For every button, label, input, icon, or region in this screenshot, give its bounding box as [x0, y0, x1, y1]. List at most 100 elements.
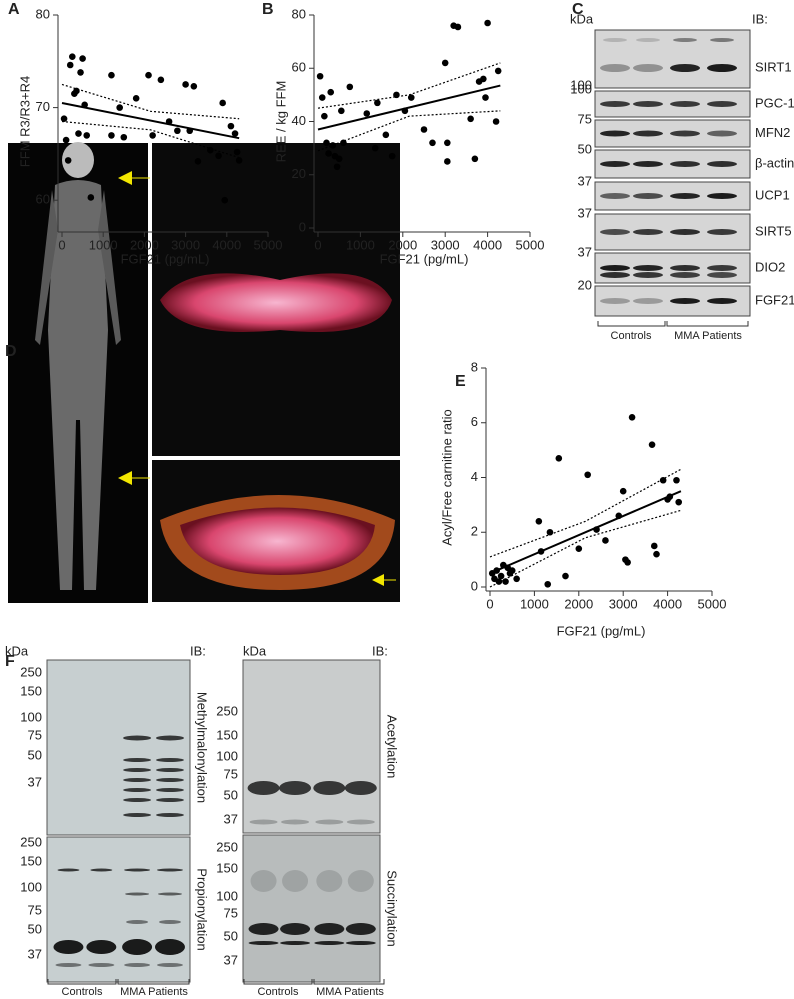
- band: [670, 229, 700, 235]
- kda-marker: 50: [224, 787, 238, 802]
- data-point: [227, 122, 235, 130]
- ib-label: Methylmalonylation: [195, 692, 210, 803]
- confidence-band: [489, 468, 682, 558]
- data-point: [363, 110, 371, 117]
- data-point: [494, 67, 502, 75]
- data-point: [64, 157, 72, 164]
- kda-marker: 50: [28, 921, 42, 936]
- band: [86, 940, 117, 954]
- band: [281, 819, 310, 825]
- data-point: [335, 155, 343, 163]
- band: [707, 272, 737, 278]
- data-point: [513, 575, 520, 583]
- x-tick-label: 3000: [431, 237, 460, 252]
- data-point: [233, 148, 241, 156]
- confidence-band: [489, 509, 682, 588]
- x-axis-title: FGF21 (pg/mL): [557, 623, 646, 638]
- band: [314, 941, 345, 945]
- band: [707, 64, 737, 72]
- kda-marker: 100: [20, 709, 42, 724]
- band: [673, 38, 697, 42]
- band: [600, 229, 630, 235]
- data-point: [675, 498, 682, 506]
- group-label: Controls: [62, 986, 103, 998]
- kda-marker: 37: [28, 774, 42, 789]
- band: [670, 193, 700, 199]
- y-tick-label: 60: [36, 192, 50, 207]
- band: [280, 941, 311, 945]
- data-point: [327, 88, 335, 96]
- band: [707, 265, 737, 271]
- band: [600, 265, 630, 271]
- band: [155, 778, 184, 782]
- kda-marker: 20: [578, 277, 592, 292]
- band: [710, 38, 734, 42]
- band: [279, 781, 312, 795]
- data-point: [235, 157, 243, 164]
- blot-strip: [594, 29, 751, 89]
- data-point: [318, 94, 326, 101]
- data-point: [75, 130, 82, 137]
- confidence-band: [61, 83, 240, 120]
- unit-label: kDa: [5, 643, 29, 658]
- fit-line: [61, 101, 240, 140]
- band: [633, 193, 663, 199]
- x-tick-label: 1000: [520, 596, 549, 611]
- band: [248, 941, 279, 945]
- data-point: [471, 155, 479, 163]
- band: [155, 788, 184, 792]
- x-tick-label: 2000: [564, 596, 593, 611]
- band: [633, 130, 663, 137]
- ib-label: SIRT1: [755, 59, 792, 74]
- kda-marker: 50: [224, 928, 238, 943]
- x-tick-label: 2000: [130, 237, 159, 252]
- bracket: [666, 321, 749, 327]
- bracket: [47, 979, 117, 985]
- band: [600, 193, 630, 199]
- data-point: [497, 572, 505, 580]
- kda-marker: 100: [20, 879, 42, 894]
- data-point: [441, 59, 449, 67]
- data-point: [444, 158, 451, 165]
- band: [155, 735, 184, 741]
- data-point: [653, 550, 660, 558]
- data-point: [83, 132, 91, 139]
- confidence-band: [317, 62, 501, 109]
- data-point: [182, 81, 189, 88]
- data-point: [219, 99, 226, 107]
- y-tick-label: 20: [292, 166, 306, 181]
- band: [282, 870, 309, 892]
- band: [123, 758, 152, 762]
- band: [123, 788, 152, 792]
- band: [122, 939, 153, 955]
- y-tick-label: 0: [299, 219, 306, 234]
- x-tick-label: 1000: [346, 237, 375, 252]
- kda-marker: 75: [28, 727, 42, 742]
- y-axis-title: Acyl/Free carnitine ratio: [439, 409, 454, 546]
- kda-marker: 150: [216, 860, 238, 875]
- band: [670, 101, 700, 107]
- data-point: [120, 133, 128, 141]
- ib-label: SIRT5: [755, 223, 792, 238]
- group-label: MMA Patients: [674, 330, 742, 342]
- band: [90, 868, 113, 872]
- data-point: [420, 126, 428, 133]
- data-point: [659, 476, 667, 484]
- fit-line: [317, 84, 501, 131]
- y-tick-label: 2: [471, 524, 478, 539]
- data-point: [624, 559, 631, 566]
- y-tick-label: 40: [292, 113, 306, 128]
- data-point: [190, 83, 198, 90]
- data-point: [374, 99, 381, 107]
- data-point: [444, 139, 451, 147]
- band: [347, 870, 374, 892]
- data-point: [544, 580, 552, 588]
- band: [124, 868, 151, 872]
- ib-label: IB:: [752, 11, 768, 26]
- band: [707, 229, 737, 235]
- band: [156, 868, 183, 872]
- band: [315, 819, 344, 825]
- x-tick-label: 1000: [89, 237, 118, 252]
- band: [633, 272, 663, 278]
